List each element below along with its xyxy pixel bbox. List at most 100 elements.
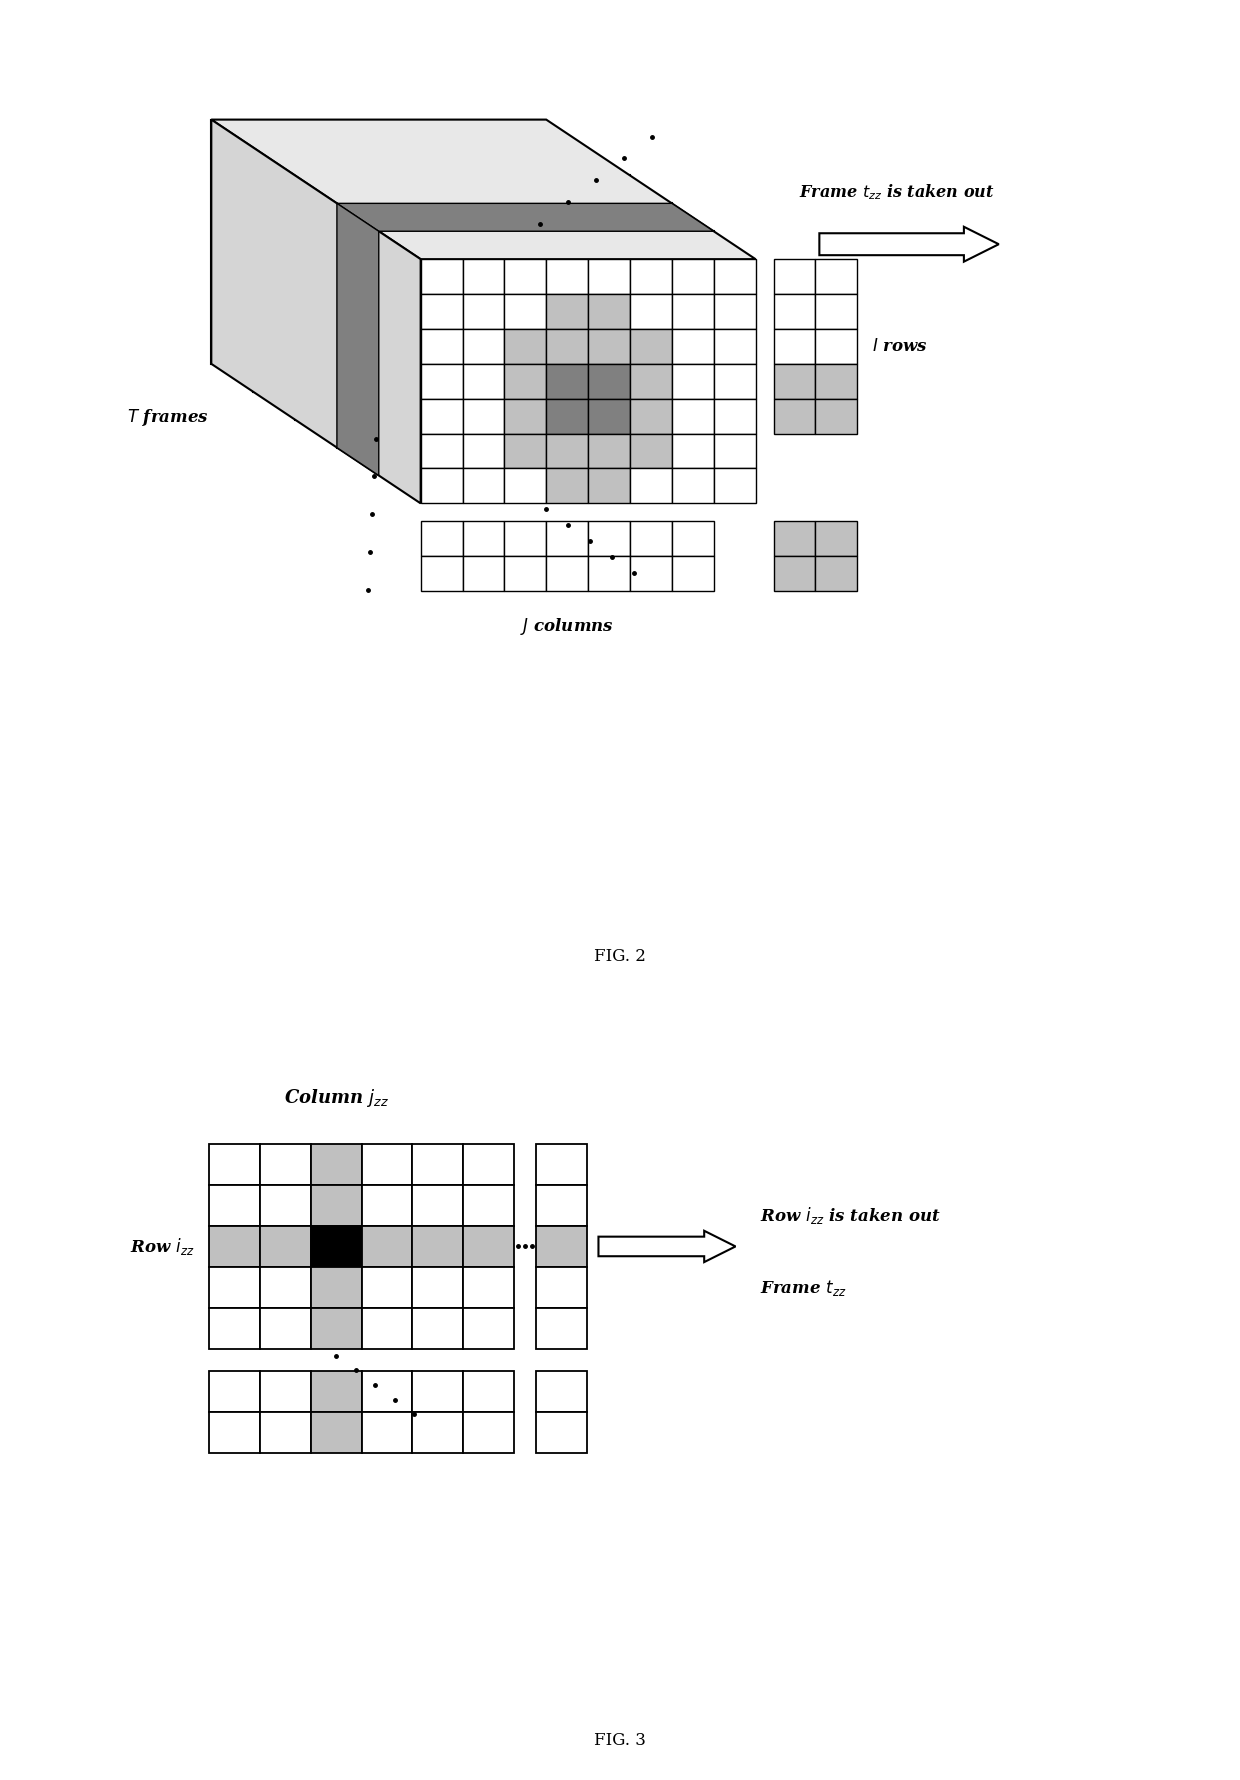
Bar bbox=[505, 329, 547, 363]
Bar bbox=[420, 294, 463, 329]
Bar bbox=[588, 522, 630, 555]
Bar bbox=[774, 522, 816, 555]
Bar bbox=[714, 363, 755, 399]
Bar bbox=[672, 434, 714, 468]
Bar bbox=[774, 399, 816, 434]
Bar bbox=[816, 329, 857, 363]
Bar bbox=[420, 522, 463, 555]
Bar bbox=[547, 363, 588, 399]
Bar bbox=[672, 555, 714, 591]
Polygon shape bbox=[337, 203, 378, 475]
Bar bbox=[588, 399, 630, 434]
FancyArrow shape bbox=[820, 226, 998, 262]
Bar bbox=[463, 294, 505, 329]
Bar bbox=[413, 1143, 464, 1185]
Bar bbox=[816, 294, 857, 329]
Bar bbox=[259, 1412, 311, 1452]
Bar bbox=[672, 522, 714, 555]
Bar bbox=[362, 1267, 413, 1308]
Bar bbox=[463, 555, 505, 591]
Bar bbox=[816, 363, 857, 399]
Text: Frame $t_{zz}$ is taken out: Frame $t_{zz}$ is taken out bbox=[800, 183, 996, 203]
Bar bbox=[505, 522, 547, 555]
Bar bbox=[816, 555, 857, 591]
Bar bbox=[588, 260, 630, 294]
Bar bbox=[672, 363, 714, 399]
Bar bbox=[536, 1412, 587, 1452]
Bar bbox=[463, 399, 505, 434]
Bar bbox=[464, 1371, 515, 1412]
Bar bbox=[311, 1143, 362, 1185]
Bar bbox=[413, 1185, 464, 1226]
Bar bbox=[672, 329, 714, 363]
Bar bbox=[672, 294, 714, 329]
Bar bbox=[311, 1185, 362, 1226]
Bar bbox=[362, 1308, 413, 1349]
Bar bbox=[547, 329, 588, 363]
Bar bbox=[816, 260, 857, 294]
Bar bbox=[420, 555, 463, 591]
Bar bbox=[259, 1308, 311, 1349]
Bar bbox=[463, 434, 505, 468]
Bar bbox=[253, 148, 588, 392]
Bar bbox=[464, 1267, 515, 1308]
Bar bbox=[816, 399, 857, 434]
Bar bbox=[630, 434, 672, 468]
Bar bbox=[311, 1226, 362, 1267]
Bar bbox=[816, 522, 857, 555]
Bar bbox=[774, 294, 816, 329]
Bar bbox=[505, 434, 547, 468]
Bar bbox=[714, 260, 755, 294]
Bar bbox=[588, 434, 630, 468]
Bar bbox=[588, 329, 630, 363]
Bar bbox=[337, 203, 672, 447]
Text: Row $i_{zz}$: Row $i_{zz}$ bbox=[130, 1235, 195, 1257]
Bar bbox=[547, 522, 588, 555]
Bar bbox=[413, 1267, 464, 1308]
Bar bbox=[420, 434, 463, 468]
Text: $I$ rows: $I$ rows bbox=[872, 338, 928, 354]
Text: FIG. 3: FIG. 3 bbox=[594, 1732, 646, 1750]
Bar bbox=[672, 260, 714, 294]
Bar bbox=[505, 363, 547, 399]
Bar bbox=[588, 294, 630, 329]
Bar bbox=[547, 434, 588, 468]
Bar bbox=[420, 363, 463, 399]
Bar bbox=[536, 1267, 587, 1308]
Bar bbox=[208, 1143, 259, 1185]
Bar bbox=[464, 1226, 515, 1267]
Bar bbox=[420, 468, 463, 504]
Bar bbox=[536, 1371, 587, 1412]
Bar bbox=[259, 1143, 311, 1185]
Bar bbox=[714, 468, 755, 504]
Bar bbox=[588, 363, 630, 399]
Bar bbox=[774, 363, 816, 399]
Polygon shape bbox=[211, 119, 755, 260]
Bar bbox=[362, 1226, 413, 1267]
Bar bbox=[547, 294, 588, 329]
Bar bbox=[463, 468, 505, 504]
Text: FIG. 2: FIG. 2 bbox=[594, 949, 646, 965]
Bar bbox=[714, 329, 755, 363]
Bar bbox=[413, 1371, 464, 1412]
Bar bbox=[413, 1412, 464, 1452]
Bar bbox=[259, 1267, 311, 1308]
Bar bbox=[774, 329, 816, 363]
Bar bbox=[413, 1308, 464, 1349]
Bar bbox=[505, 555, 547, 591]
Bar bbox=[420, 260, 463, 294]
Bar bbox=[463, 522, 505, 555]
Bar bbox=[464, 1143, 515, 1185]
Bar bbox=[311, 1412, 362, 1452]
Bar bbox=[630, 555, 672, 591]
Bar bbox=[536, 1308, 587, 1349]
Bar bbox=[630, 399, 672, 434]
Text: Column $j_{zz}$: Column $j_{zz}$ bbox=[284, 1088, 388, 1109]
Bar bbox=[362, 1371, 413, 1412]
Bar bbox=[630, 329, 672, 363]
Bar bbox=[547, 260, 588, 294]
Bar bbox=[536, 1226, 587, 1267]
Bar bbox=[413, 1226, 464, 1267]
Bar bbox=[714, 294, 755, 329]
Bar bbox=[463, 363, 505, 399]
